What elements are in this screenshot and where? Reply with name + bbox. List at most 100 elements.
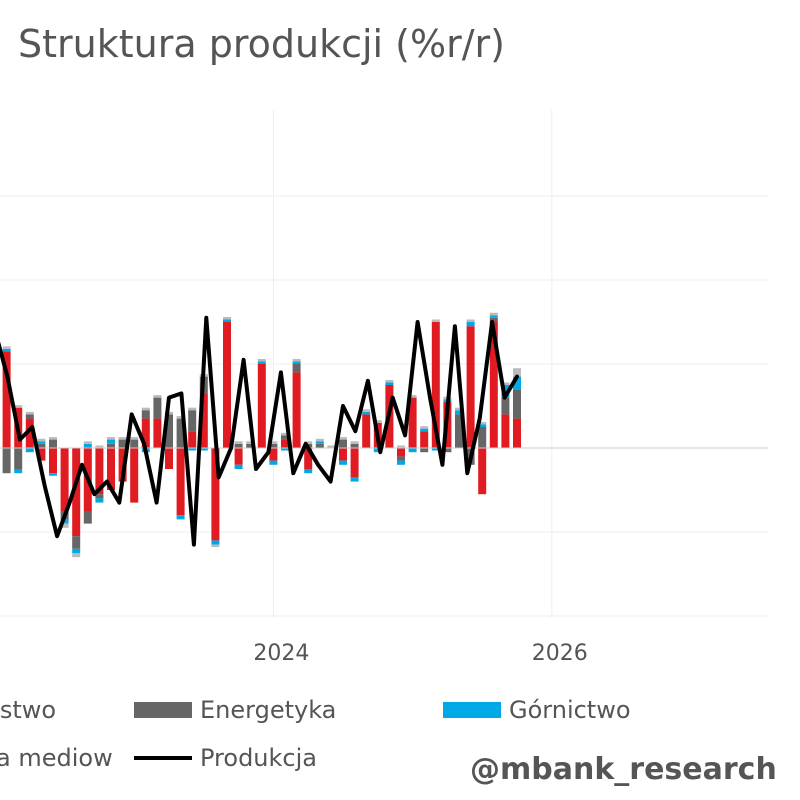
bar-s0-9 (95, 448, 104, 495)
bar-s0-32 (362, 414, 371, 448)
bar-s1-10 (107, 443, 115, 448)
bar-s2-4 (37, 441, 46, 444)
bar-s3-23 (257, 358, 266, 362)
bar-s2-26 (292, 361, 301, 364)
bar-s2-5 (49, 473, 57, 476)
bar-series (2, 312, 521, 558)
bar-s2-37 (420, 428, 429, 432)
bar-s0-30 (339, 448, 347, 461)
bar-s0-36 (408, 397, 417, 448)
legend-item-woda: a mediow (0, 744, 113, 772)
bar-s2-42 (478, 424, 487, 427)
bar-s3-1 (2, 346, 11, 349)
bar-s2-8 (83, 443, 92, 448)
legend-item-gornictwo: Górnictwo (443, 696, 631, 724)
bar-s3-19 (211, 544, 220, 548)
bar-s2-40 (455, 410, 463, 415)
bar-s1-5 (49, 439, 57, 448)
bar-s2-10 (107, 439, 115, 444)
bar-s3-34 (385, 379, 394, 383)
bar-s3-44 (501, 382, 510, 385)
watermark: @mbank_research (470, 752, 777, 787)
bar-s0-26 (292, 372, 301, 448)
bar-s0-3 (25, 418, 34, 448)
bar-s1-26 (292, 364, 301, 373)
bar-s1-40 (455, 414, 463, 448)
bar-s0-6 (60, 448, 69, 511)
bar-s0-16 (176, 448, 185, 516)
bar-s3-38 (431, 319, 440, 322)
bar-s1-43 (489, 317, 498, 322)
bar-s3-35 (397, 445, 405, 448)
bar-s2-35 (397, 460, 405, 465)
gridlines (0, 110, 768, 618)
legend-item-przetworstwo: rstwo (0, 696, 56, 724)
bar-s2-3 (25, 448, 34, 453)
bar-s1-13 (141, 410, 150, 419)
bar-s2-30 (339, 460, 347, 465)
bar-s0-7 (72, 448, 81, 537)
bar-s0-20 (223, 322, 231, 448)
legend-label-gornictwo: Górnictwo (509, 696, 631, 724)
bar-s0-1 (2, 351, 11, 448)
bar-s3-29 (327, 445, 336, 448)
bar-s2-32 (362, 411, 371, 415)
bar-s3-27 (304, 441, 313, 444)
bar-s0-37 (420, 431, 429, 448)
bar-s0-45 (513, 418, 521, 448)
bar-s1-1 (2, 448, 11, 474)
legend-label-energetyka: Energetyka (200, 696, 337, 724)
bar-s0-18 (199, 393, 208, 448)
bar-s3-22 (246, 441, 255, 444)
bar-s0-19 (211, 448, 220, 541)
bar-s3-28 (315, 438, 324, 442)
legend-swatch-energetyka (134, 702, 192, 718)
bar-s0-38 (431, 322, 440, 448)
bar-s0-15 (165, 448, 173, 469)
bar-s3-16 (176, 416, 185, 419)
bar-s1-9 (95, 494, 104, 499)
bar-s2-43 (489, 315, 498, 318)
bar-s2-21 (234, 464, 243, 469)
bar-s0-31 (350, 448, 359, 478)
bar-s3-12 (130, 437, 139, 440)
bar-s1-14 (153, 397, 162, 419)
bar-s0-43 (489, 322, 498, 448)
bar-s0-4 (37, 448, 46, 461)
bar-s1-16 (176, 418, 185, 448)
bar-s1-24 (269, 443, 278, 448)
bar-s3-33 (373, 420, 382, 423)
bar-s2-17 (188, 448, 197, 451)
bar-s0-12 (130, 448, 139, 503)
bar-s1-39 (443, 448, 452, 453)
bar-s3-21 (234, 441, 243, 444)
x-tick-label-2024: 2024 (253, 641, 309, 666)
bar-s0-41 (466, 326, 475, 448)
bar-s1-22 (246, 443, 255, 448)
bar-s0-23 (257, 364, 266, 448)
bar-s0-14 (153, 418, 162, 448)
bar-s0-44 (501, 414, 510, 448)
bar-s0-42 (478, 448, 487, 495)
legend-item-energetyka: Energetyka (134, 696, 336, 724)
bar-s2-7 (72, 548, 81, 553)
bar-s3-41 (466, 319, 475, 322)
bar-s3-20 (223, 316, 231, 320)
line-produkcja (0, 315, 519, 547)
x-tick-label-2026: 2026 (532, 641, 588, 666)
bar-s2-19 (211, 540, 220, 545)
bar-s2-27 (304, 469, 313, 474)
bar-s2-25 (281, 448, 289, 451)
bar-s3-14 (153, 395, 162, 398)
bar-s1-7 (72, 536, 81, 549)
bar-s1-44 (501, 397, 510, 415)
bar-s2-16 (176, 515, 185, 520)
bar-s1-25 (281, 435, 289, 440)
bar-s1-2 (14, 448, 23, 469)
bar-s2-2 (14, 469, 23, 474)
bar-s3-8 (83, 441, 92, 444)
bar-s2-34 (385, 382, 394, 385)
bar-s3-4 (37, 438, 46, 442)
bar-s1-11 (118, 439, 127, 448)
bar-s1-42 (478, 427, 487, 448)
